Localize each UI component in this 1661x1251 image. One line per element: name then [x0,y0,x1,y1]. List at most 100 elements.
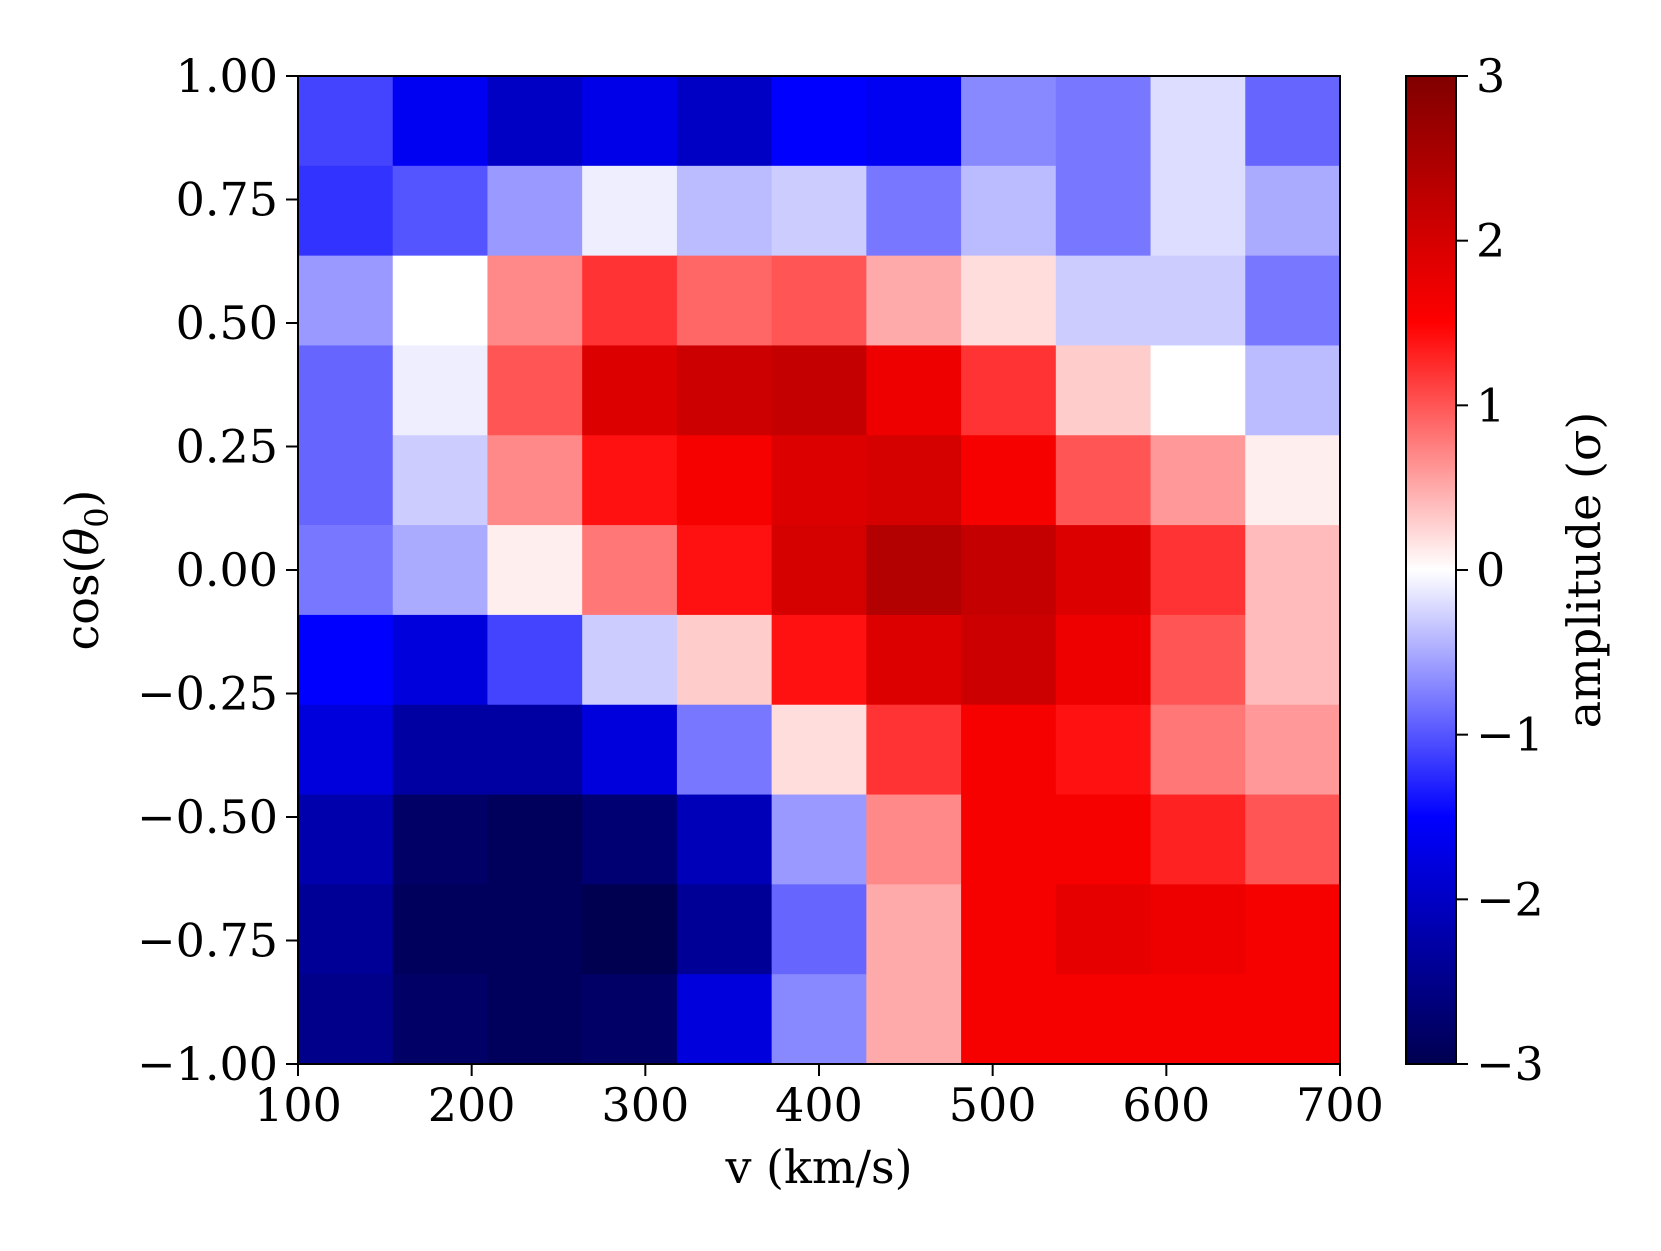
heatmap-cell [1150,165,1246,257]
y-axis: 1.00 0.75 0.50 0.25 0.00 −0.25 −0.50 −0.75 −1.00 [137,49,298,1091]
heatmap-cell [866,884,962,975]
colorbar-tick-label: 2 [1476,214,1505,268]
heatmap-cell [1245,76,1341,167]
y-axis-label-symbol: θ [55,528,109,556]
heatmap-cell [1150,435,1246,526]
colorbar-tick-label: −2 [1476,872,1544,926]
heatmap-cells [298,76,1341,1065]
heatmap-cell [1150,255,1246,347]
heatmap-cell [676,165,773,257]
y-axis-label-prefix: cos( [55,556,109,651]
colorbar-tick-label: −1 [1476,708,1544,762]
heatmap-cell [961,76,1057,167]
heatmap-cell [1245,345,1341,436]
heatmap-cell [1055,435,1152,526]
heatmap-cell [487,884,583,975]
heatmap-cell [298,525,394,616]
heatmap-cell [487,704,583,796]
colorbar-axis: 3 2 1 0 −1 −2 −3 [1456,49,1544,1091]
heatmap-cell [1150,614,1246,706]
heatmap-cell [392,76,489,167]
heatmap-cell [1150,884,1246,975]
heatmap-cell [487,165,583,257]
heatmap-cell [487,974,583,1065]
colorbar-tick-label: 3 [1476,49,1505,103]
heatmap-cell [582,345,678,436]
heatmap-cell [582,704,678,796]
y-axis-label-suffix: ) [55,489,109,507]
x-tick-label: 300 [601,1078,689,1132]
y-tick-label: 0.75 [176,173,278,227]
heatmap-cell [487,255,583,347]
heatmap-cell [582,76,678,167]
heatmap-cell [487,614,583,706]
heatmap-cell [582,165,678,257]
heatmap-cell [676,525,773,616]
x-axis: 100 200 300 400 500 600 700 [254,1064,1384,1132]
y-axis-label: cos(θ0) [55,489,116,650]
heatmap-cell [487,76,583,167]
heatmap-cell [582,794,678,885]
heatmap-cell [961,884,1057,975]
heatmap-cell [866,794,962,885]
x-tick-label: 600 [1122,1078,1210,1132]
heatmap-cell [1245,704,1341,796]
colorbar-label: amplitude (σ) [1557,412,1611,729]
heatmap-cell [298,165,394,257]
heatmap-cell [298,255,394,347]
heatmap-cell [866,76,962,167]
heatmap-cell [582,525,678,616]
heatmap-cell [961,165,1057,257]
heatmap-cell [676,974,773,1065]
heatmap-cell [771,884,867,975]
heatmap-cell [676,704,773,796]
heatmap-cell [1245,525,1341,616]
heatmap-cell [1245,255,1341,347]
heatmap-cell [298,884,394,975]
heatmap-cell [298,614,394,706]
heatmap-cell [676,794,773,885]
heatmap-cell [676,614,773,706]
heatmap-cell [1245,165,1341,257]
heatmap-cell [771,704,867,796]
heatmap-cell [771,525,867,616]
heatmap-cell [392,435,489,526]
heatmap-cell [298,704,394,796]
x-tick-label: 200 [428,1078,516,1132]
heatmap-cell [961,255,1057,347]
heatmap-cell [392,884,489,975]
heatmap-cell [961,525,1057,616]
heatmap-cell [392,974,489,1065]
heatmap-cell [1245,435,1341,526]
heatmap-cell [392,704,489,796]
y-axis-label-subscript: 0 [78,507,116,527]
heatmap-cell [771,974,867,1065]
heatmap-cell [1055,345,1152,436]
heatmap-cell [771,794,867,885]
heatmap-cell [1150,76,1246,167]
heatmap-cell [771,345,867,436]
heatmap-cell [961,435,1057,526]
y-tick-label: 0.50 [176,296,278,350]
y-tick-label: −0.50 [137,790,278,844]
x-tick-label: 500 [949,1078,1037,1132]
x-tick-label: 700 [1296,1078,1384,1132]
heatmap-cell [771,165,867,257]
y-tick-label: 1.00 [176,49,278,103]
heatmap-cell [298,345,394,436]
heatmap-cell [582,255,678,347]
heatmap-cell [1245,794,1341,885]
y-tick-label: −1.00 [137,1037,278,1091]
heatmap-cell [487,794,583,885]
heatmap-cell [392,255,489,347]
heatmap-cell [1055,255,1152,347]
y-tick-label: −0.75 [137,914,278,968]
heatmap-cell [866,974,962,1065]
heatmap-cell [582,884,678,975]
heatmap-cell [1055,165,1152,257]
heatmap-cell [1245,974,1341,1065]
heatmap-cell [1055,704,1152,796]
heatmap-cell [676,884,773,975]
x-tick-label: 100 [254,1078,342,1132]
heatmap-cell [487,345,583,436]
